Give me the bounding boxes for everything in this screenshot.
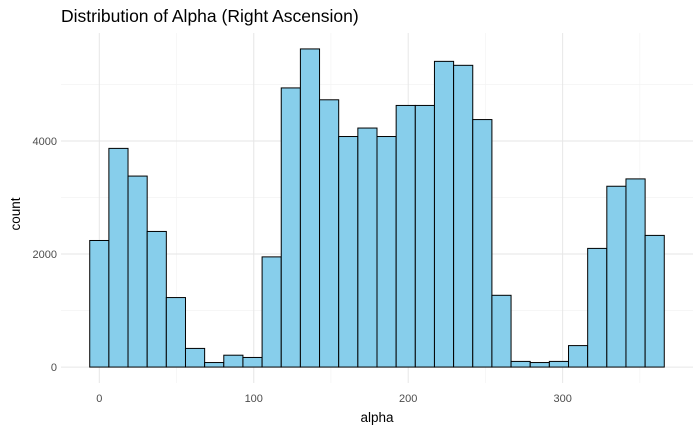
y-tick-label: 4000	[33, 136, 57, 148]
histogram-bar	[568, 345, 589, 368]
y-axis-ticks: 0 2000 4000	[33, 136, 57, 374]
x-tick-label: 0	[96, 393, 102, 405]
histogram-bar	[376, 136, 397, 368]
histogram-bar	[472, 119, 493, 368]
histogram-bar	[319, 99, 340, 368]
histogram-bar	[204, 362, 225, 368]
histogram-bar	[280, 87, 301, 368]
histogram-bar	[414, 104, 435, 368]
x-axis-title: alpha	[360, 410, 394, 425]
histogram-bar	[587, 247, 608, 368]
histogram-bar	[491, 294, 512, 368]
histogram-bar	[510, 360, 531, 368]
histogram-bar	[453, 64, 474, 368]
histogram-bar	[529, 362, 550, 368]
histogram-bar	[146, 230, 167, 368]
histogram-bar	[165, 297, 186, 368]
histogram-bar	[625, 178, 646, 368]
y-tick-label: 0	[51, 362, 57, 374]
x-tick-label: 100	[245, 393, 263, 405]
histogram-bar	[108, 147, 129, 368]
histogram-bar	[433, 60, 455, 368]
x-tick-label: 200	[399, 393, 417, 405]
histogram-bar	[223, 354, 244, 368]
x-tick-label: 300	[553, 393, 571, 405]
histogram-bar	[127, 175, 148, 368]
chart-title: Distribution of Alpha (Right Ascension)	[61, 6, 359, 26]
histogram-bars	[89, 48, 665, 368]
histogram-bar	[395, 104, 416, 368]
histogram-bar	[261, 256, 282, 368]
histogram-bar	[606, 185, 627, 368]
y-tick-label: 2000	[33, 249, 57, 261]
histogram-bar	[644, 234, 665, 368]
histogram-bar	[184, 347, 206, 368]
histogram-bar	[548, 360, 570, 368]
histogram-bar	[357, 127, 378, 368]
histogram-bar	[299, 48, 321, 368]
y-axis-title: count	[8, 197, 23, 230]
histogram-bar	[242, 356, 263, 368]
x-axis-ticks: 0 100 200 300	[96, 393, 572, 405]
histogram-bar	[89, 239, 110, 368]
histogram-bar	[338, 136, 359, 368]
